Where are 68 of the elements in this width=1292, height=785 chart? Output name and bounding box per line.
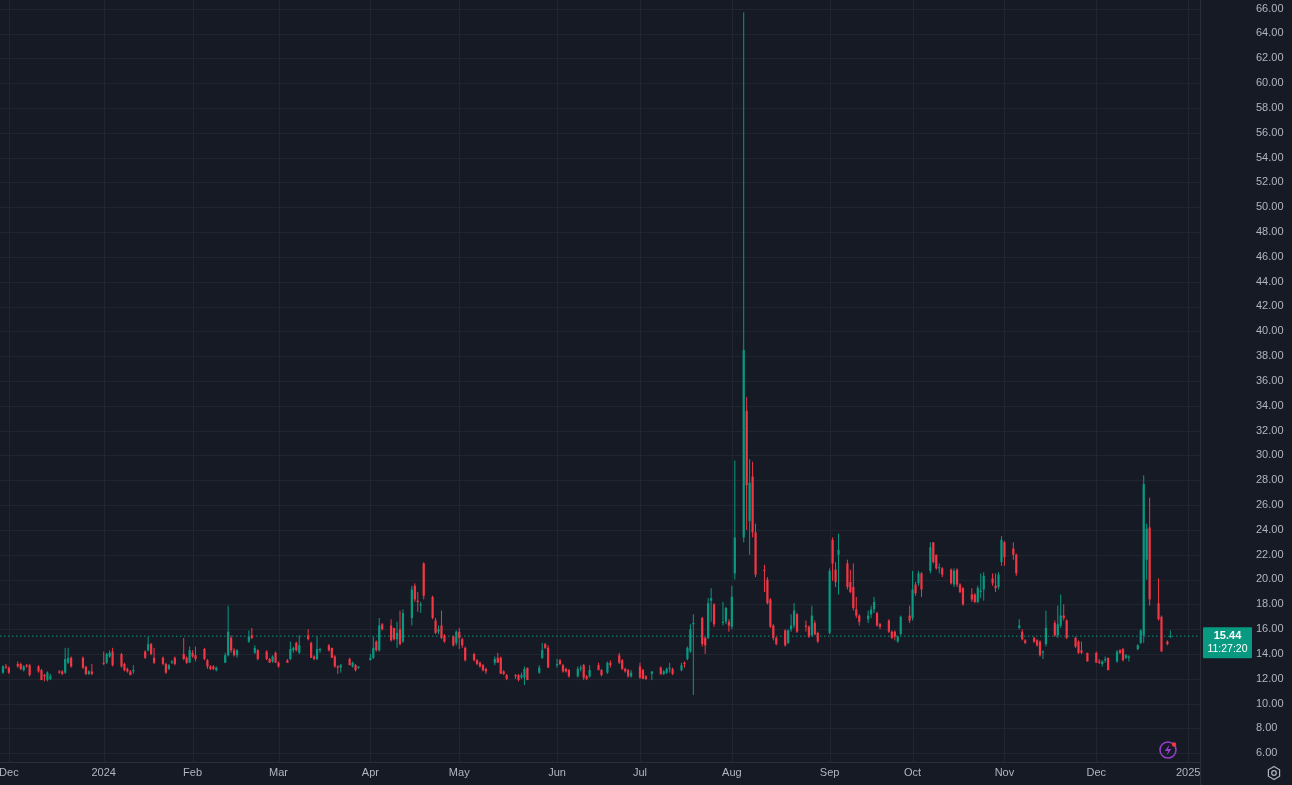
x-tick-label: Mar xyxy=(269,765,289,778)
x-tick-label: Aug xyxy=(722,765,742,778)
y-tick-label: 50.00 xyxy=(1256,200,1284,213)
x-tick-label: Nov xyxy=(994,765,1015,778)
y-tick-label: 58.00 xyxy=(1256,100,1284,113)
y-tick-label: 16.00 xyxy=(1256,622,1284,635)
y-tick-label: 18.00 xyxy=(1256,597,1284,610)
y-tick-label: 52.00 xyxy=(1256,175,1284,188)
y-tick-label: 60.00 xyxy=(1256,76,1284,89)
candlestick xyxy=(650,670,653,681)
y-tick-label: 62.00 xyxy=(1256,51,1284,64)
x-tick-label: Oct xyxy=(904,765,922,778)
candlestick xyxy=(1000,535,1003,567)
y-tick-label: 34.00 xyxy=(1256,398,1284,411)
y-tick-label: 36.00 xyxy=(1256,373,1284,386)
ref-line-label: 15.44 xyxy=(1213,629,1243,642)
y-tick-label: 30.00 xyxy=(1256,448,1284,461)
x-tick-label: Dec xyxy=(1086,765,1107,778)
candlestick xyxy=(250,627,253,640)
x-tick-label: 2025 xyxy=(1175,765,1201,778)
candlestick xyxy=(929,541,932,574)
candlestick xyxy=(970,587,973,603)
y-tick-label: 26.00 xyxy=(1256,498,1284,511)
y-tick-label: 54.00 xyxy=(1256,150,1284,163)
x-tick-label: Dec xyxy=(0,765,20,778)
x-tick-label: Sep xyxy=(819,765,840,778)
y-tick-label: 56.00 xyxy=(1256,125,1284,138)
x-tick-label: Apr xyxy=(361,765,380,778)
candlestick xyxy=(683,660,686,669)
candlestick xyxy=(64,647,67,675)
x-tick-label: May xyxy=(448,765,471,778)
y-tick-label: 10.00 xyxy=(1256,696,1284,709)
y-tick-label: 22.00 xyxy=(1256,547,1284,560)
candlestick xyxy=(431,595,434,620)
candlestick xyxy=(152,647,156,665)
y-tick-label: 8.00 xyxy=(1256,721,1278,734)
y-tick-label: 14.00 xyxy=(1256,646,1284,659)
y-tick-label: 44.00 xyxy=(1256,274,1284,287)
y-tick-label: 6.00 xyxy=(1256,746,1278,759)
text: 11:27:20 xyxy=(1207,641,1248,654)
x-tick-label: Jun xyxy=(548,765,566,778)
candlestick xyxy=(182,637,185,661)
y-tick-label: 40.00 xyxy=(1256,324,1284,337)
y-tick-label: 38.00 xyxy=(1256,349,1284,362)
y-tick-label: 48.00 xyxy=(1256,224,1284,237)
y-tick-label: 64.00 xyxy=(1256,26,1284,39)
candlestick xyxy=(932,541,935,564)
candlestick xyxy=(846,559,849,590)
y-tick-label: 46.00 xyxy=(1256,249,1284,262)
x-tick-label: 2024 xyxy=(91,765,116,778)
y-tick-label: 32.00 xyxy=(1256,423,1284,436)
y-tick-label: 28.00 xyxy=(1256,473,1284,486)
y-tick-label: 24.00 xyxy=(1256,522,1284,535)
x-tick-label: Feb xyxy=(183,765,203,778)
candlestick xyxy=(1003,540,1006,567)
candlestick xyxy=(307,628,310,641)
y-tick-label: 20.00 xyxy=(1256,572,1284,585)
candlestick xyxy=(247,629,250,644)
candlestick xyxy=(4,663,8,670)
candlestick xyxy=(837,533,840,595)
y-tick-label: 42.00 xyxy=(1256,299,1284,312)
y-tick-label: 12.00 xyxy=(1256,671,1284,684)
candlestick xyxy=(712,602,716,628)
x-tick-label: Jul xyxy=(632,765,648,778)
candlestick xyxy=(170,659,173,665)
candlestick xyxy=(795,612,799,634)
y-tick-label: 66.00 xyxy=(1256,1,1284,14)
candlestick xyxy=(547,644,550,669)
